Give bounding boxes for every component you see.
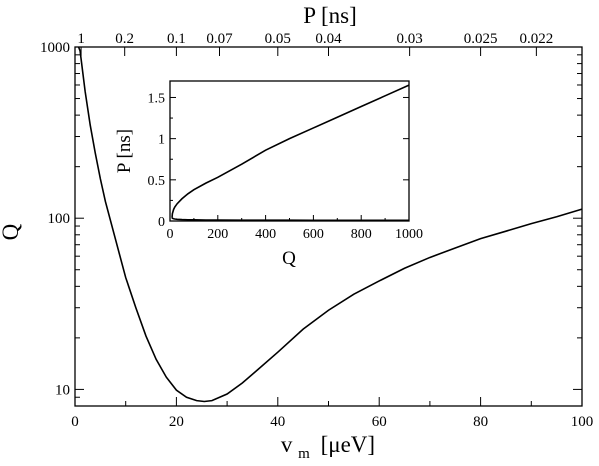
main-x-tick-label: 40 bbox=[270, 414, 285, 430]
inset-y-axis: 0 0.5 1 1.5 bbox=[148, 91, 409, 230]
main-top-tick-label: 0.05 bbox=[265, 31, 291, 47]
main-x-axis-label-unit: [μeV] bbox=[321, 432, 375, 457]
main-top-tick-label: 0.04 bbox=[315, 31, 342, 47]
main-top-tick-label: 0.07 bbox=[206, 31, 233, 47]
inset-series-lower-line bbox=[171, 217, 410, 222]
inset-series-upper-line bbox=[171, 84, 410, 218]
main-top-tick-label: 0.022 bbox=[519, 31, 553, 47]
main-x-tick-label: 0 bbox=[71, 414, 79, 430]
main-x-axis-label-sub: m bbox=[298, 446, 310, 462]
main-y-tick-label: 10 bbox=[55, 382, 70, 398]
inset-x-tick-label: 200 bbox=[207, 227, 228, 242]
inset-x-tick-label: 0 bbox=[167, 227, 174, 242]
inset-x-tick-label: 1000 bbox=[395, 227, 423, 242]
main-top-axis-label: P [ns] bbox=[303, 3, 356, 28]
main-top-tick-label: 0.1 bbox=[167, 31, 186, 47]
main-x-axis: 0 20 40 60 80 100 bbox=[71, 397, 593, 430]
main-top-tick-label: 0.025 bbox=[464, 31, 498, 47]
inset-x-tick-label: 800 bbox=[351, 227, 372, 242]
inset-y-tick-label: 0 bbox=[158, 215, 165, 230]
main-y-tick-label: 1000 bbox=[40, 40, 70, 56]
main-x-axis-label-main: v bbox=[281, 432, 293, 457]
main-top-tick-label: 0.03 bbox=[396, 31, 422, 47]
main-y-axis-label: Q bbox=[0, 223, 23, 240]
main-x-tick-label: 20 bbox=[169, 414, 184, 430]
main-y-tick-label: 100 bbox=[48, 211, 71, 227]
inset-y-axis-label: P [ns] bbox=[114, 129, 135, 173]
inset-plot: 0 200 400 600 800 1000 0 0.5 1 1.5 P [ns] Q bbox=[114, 80, 423, 269]
main-top-axis: 1 0.2 0.1 0.07 0.05 0.04 0.03 0.025 0.022 bbox=[77, 31, 553, 56]
main-top-tick-label: 0.2 bbox=[115, 31, 134, 47]
inset-x-tick-label: 400 bbox=[255, 227, 276, 242]
inset-y-tick-label: 0.5 bbox=[148, 174, 166, 189]
inset-x-tick-label: 600 bbox=[303, 227, 324, 242]
main-top-tick-label: 1 bbox=[77, 31, 85, 47]
inset-x-axis: 0 200 400 600 800 1000 bbox=[167, 215, 423, 242]
main-series-line bbox=[77, 46, 583, 403]
main-x-tick-label: 100 bbox=[571, 414, 594, 430]
main-x-axis-label: v m [μeV] bbox=[281, 432, 375, 463]
main-x-tick-label: 60 bbox=[372, 414, 387, 430]
main-x-tick-label: 80 bbox=[473, 414, 488, 430]
inset-y-tick-label: 1.5 bbox=[148, 91, 166, 106]
inset-y-tick-label: 1 bbox=[158, 133, 165, 148]
inset-x-axis-label: Q bbox=[282, 248, 296, 269]
